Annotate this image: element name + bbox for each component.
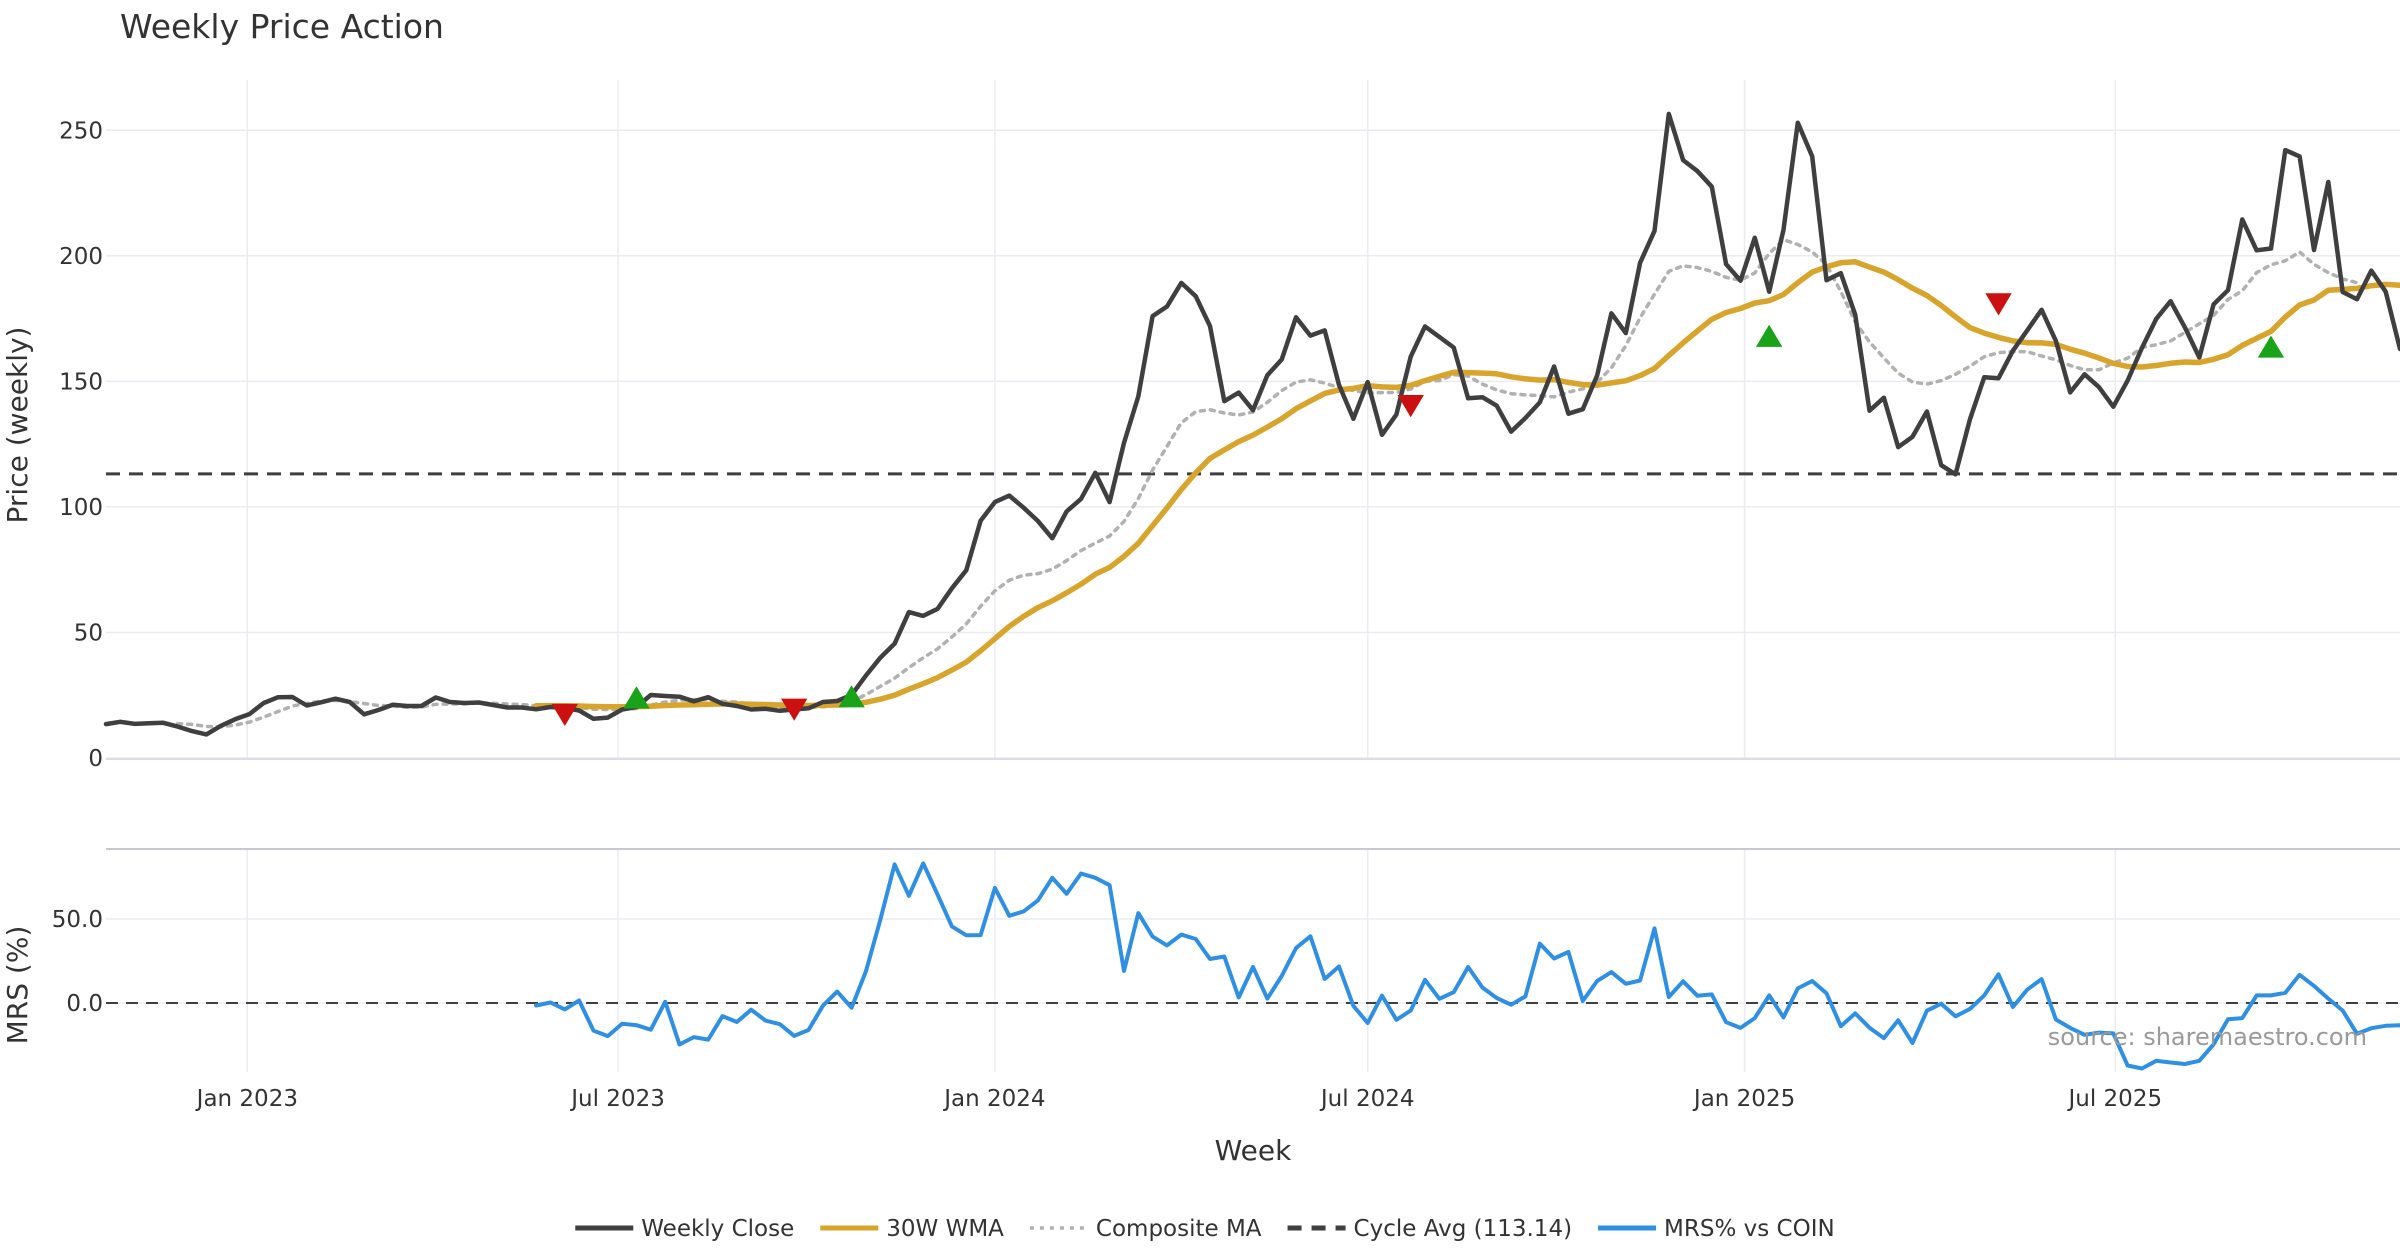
legend-label: Weekly Close	[641, 1216, 794, 1242]
price-y-tick-label: 150	[59, 369, 103, 395]
buy-signal-marker	[1755, 324, 1783, 347]
buy-signal-marker	[838, 685, 865, 708]
x-tick-label: Jan 2025	[1692, 1086, 1795, 1112]
mrs-line	[534, 861, 2400, 1071]
signal-markers	[551, 293, 2285, 727]
gridlines	[106, 80, 2400, 1072]
mrs-y-axis-title: MRS (%)	[1, 926, 34, 1045]
sell-signal-marker	[781, 698, 808, 721]
buy-signal-marker	[623, 686, 650, 709]
weekly-close-line	[103, 111, 2400, 737]
x-tick-label: Jan 2024	[942, 1086, 1045, 1112]
price-y-axis-title: Price (weekly)	[1, 327, 34, 524]
wma-30w-line	[533, 259, 2400, 710]
price-y-tick-label: 200	[59, 244, 103, 270]
reference-lines	[106, 472, 2400, 1004]
x-tick-label: Jul 2025	[2066, 1086, 2162, 1112]
legend-label: Cycle Avg (113.14)	[1354, 1216, 1573, 1242]
sell-signal-marker	[1985, 293, 2012, 316]
sell-signal-marker	[551, 703, 578, 727]
price-y-tick-label: 250	[59, 118, 103, 144]
watermark: source: sharemaestro.com	[2048, 1023, 2367, 1051]
chart-title: Weekly Price Action	[120, 7, 444, 46]
legend-label: MRS% vs COIN	[1664, 1216, 1835, 1242]
axes: Jan 2023 Jul 2023 Jan 2024 Jul 2024 Jan 2025…	[52, 118, 2400, 1112]
legend-label: Composite MA	[1096, 1216, 1262, 1242]
mrs-y-tick-label: 0.0	[66, 991, 103, 1017]
buy-signal-marker	[2257, 335, 2285, 358]
sell-signal-marker	[1397, 395, 1424, 418]
mrs-y-tick-label: 50.0	[52, 907, 103, 933]
price-y-tick-label: 100	[59, 495, 103, 521]
price-y-tick-label: 0	[88, 746, 103, 772]
x-axis-title: Week	[1215, 1134, 1292, 1167]
price-y-tick-label: 50	[74, 620, 103, 646]
legend: Weekly Close 30W WMA Composite MA Cycle Avg…	[575, 1216, 1835, 1242]
composite-ma-line	[175, 237, 2359, 729]
x-tick-label: Jul 2023	[569, 1086, 665, 1112]
x-tick-label: Jul 2024	[1319, 1086, 1415, 1112]
x-tick-label: Jan 2023	[195, 1086, 298, 1112]
legend-label: 30W WMA	[886, 1216, 1004, 1242]
series-lines	[103, 111, 2400, 1071]
